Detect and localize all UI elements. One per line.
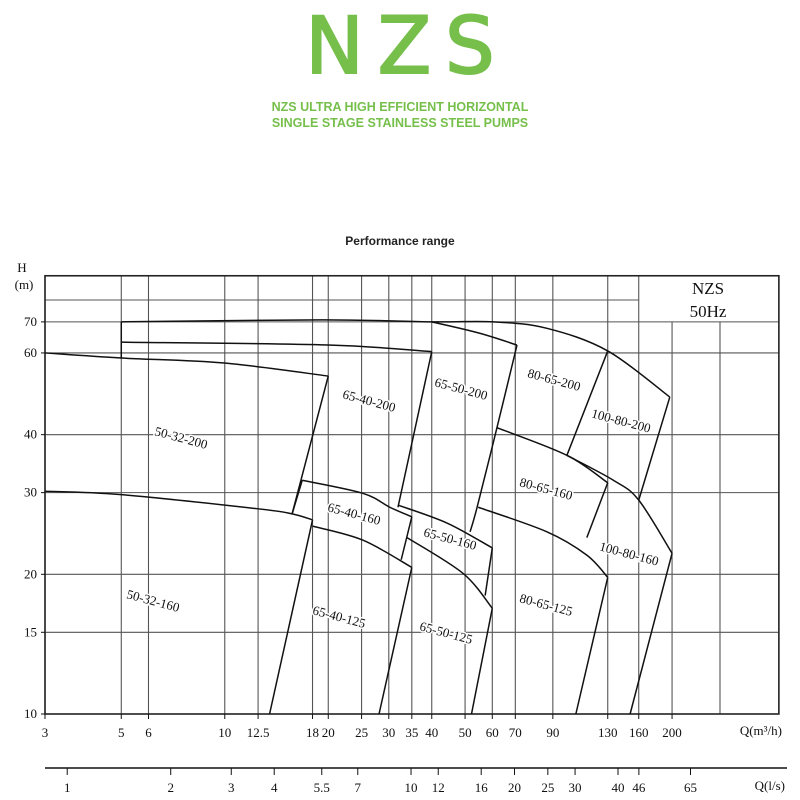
y-tick-label: 70	[24, 314, 37, 329]
y-tick-label: 40	[24, 427, 37, 442]
region-label: 65-50-160	[422, 524, 478, 553]
pump-boundary-curve	[477, 506, 609, 578]
x-tick-label: 3	[42, 725, 49, 740]
x-tick-label: 30	[382, 725, 395, 740]
x2-tick-label: 10	[405, 780, 418, 795]
pump-boundary-curve	[268, 519, 314, 715]
x2-tick-label: 46	[632, 780, 646, 795]
x-tick-label: 25	[355, 725, 368, 740]
pump-boundary-curve	[397, 351, 433, 508]
pump-boundary-curve	[44, 490, 313, 521]
x-tick-label: 18	[306, 725, 319, 740]
pump-boundary-curve	[629, 553, 673, 715]
x-tick-label: 130	[598, 725, 618, 740]
x2-axis-label: Q(l/s)	[755, 778, 785, 793]
x2-tick-label: 65	[684, 780, 697, 795]
y-tick-label: 10	[24, 706, 37, 721]
pump-boundary-curve	[312, 525, 413, 569]
x-tick-label: 12.5	[247, 725, 270, 740]
region-label: 80-65-160	[518, 474, 574, 503]
y-tick-label: 30	[24, 485, 37, 500]
pump-boundary-curve	[291, 375, 329, 515]
y-tick-label: 60	[24, 345, 37, 360]
region-label: 100-80-200	[590, 406, 652, 436]
region-label: 80-65-125	[518, 590, 574, 619]
x-axis-label: Q(m³/h)	[740, 723, 782, 738]
x2-tick-label: 1	[64, 780, 71, 795]
x2-tick-label: 2	[167, 780, 174, 795]
legend-frequency: 50Hz	[690, 302, 727, 321]
pump-boundary-curve	[470, 608, 494, 715]
pump-boundary-curve	[469, 344, 518, 532]
region-label: 65-40-125	[311, 602, 367, 631]
x-tick-label: 60	[486, 725, 499, 740]
x-tick-label: 200	[662, 725, 682, 740]
x-tick-label: 40	[425, 725, 438, 740]
x-tick-label: 70	[509, 725, 522, 740]
y-axis-label: H	[17, 260, 26, 275]
pump-boundary-curve	[291, 480, 303, 515]
region-label: 80-65-200	[526, 365, 582, 394]
x2-tick-label: 30	[569, 780, 582, 795]
x-tick-label: 160	[629, 725, 649, 740]
pump-boundary-curve	[121, 341, 432, 353]
x2-tick-label: 25	[541, 780, 554, 795]
x-tick-label: 90	[546, 725, 559, 740]
pump-boundary-curve	[566, 454, 673, 554]
brand-logo-text: NZS	[304, 1, 509, 93]
x2-tick-label: 4	[271, 780, 278, 795]
pump-boundary-curve	[121, 319, 671, 398]
x2-tick-label: 40	[612, 780, 625, 795]
brand-subtitle-line2: SINGLE STAGE STAINLESS STEEL PUMPS	[271, 116, 529, 130]
x2-tick-label: 12	[432, 780, 445, 795]
pump-boundary-curve	[586, 482, 609, 538]
y-tick-label: 20	[24, 566, 37, 581]
x-tick-label: 20	[322, 725, 335, 740]
region-label: 50-32-160	[125, 586, 181, 615]
x-tick-label: 10	[218, 725, 231, 740]
pump-boundary-curve	[575, 577, 609, 715]
chart-title: Performance range	[345, 234, 455, 248]
region-label: 65-50-200	[433, 374, 489, 403]
pump-boundary-curve	[397, 504, 493, 549]
pump-boundary-curve	[44, 352, 329, 377]
y-tick-label: 15	[24, 624, 37, 639]
pump-boundary-curve	[566, 350, 609, 456]
pump-boundary-curve	[302, 479, 413, 518]
x2-tick-label: 5.5	[314, 780, 330, 795]
y-axis-unit: (m)	[15, 277, 34, 292]
x2-tick-label: 3	[228, 780, 235, 795]
x-tick-label: 5	[118, 725, 125, 740]
x2-tick-label: 16	[475, 780, 489, 795]
x2-tick-label: 20	[508, 780, 521, 795]
region-label: 65-40-160	[326, 499, 382, 528]
region-label: 50-32-200	[153, 423, 209, 452]
legend-model: NZS	[692, 279, 724, 298]
x-tick-label: 6	[145, 725, 152, 740]
x-tick-label: 35	[405, 725, 418, 740]
pump-boundary-curve	[406, 536, 493, 609]
brand-subtitle-line1: NZS ULTRA HIGH EFFICIENT HORIZONTAL	[271, 100, 529, 114]
pump-boundary-curve	[638, 396, 671, 501]
pump-boundary-curve	[378, 567, 413, 715]
region-label: 65-50-125	[418, 618, 474, 647]
x2-tick-label: 7	[355, 780, 362, 795]
pump-boundary-curve	[431, 321, 518, 346]
x-tick-label: 50	[459, 725, 472, 740]
pump-boundary-curve	[484, 547, 494, 596]
pump-boundary-curve	[400, 516, 413, 560]
